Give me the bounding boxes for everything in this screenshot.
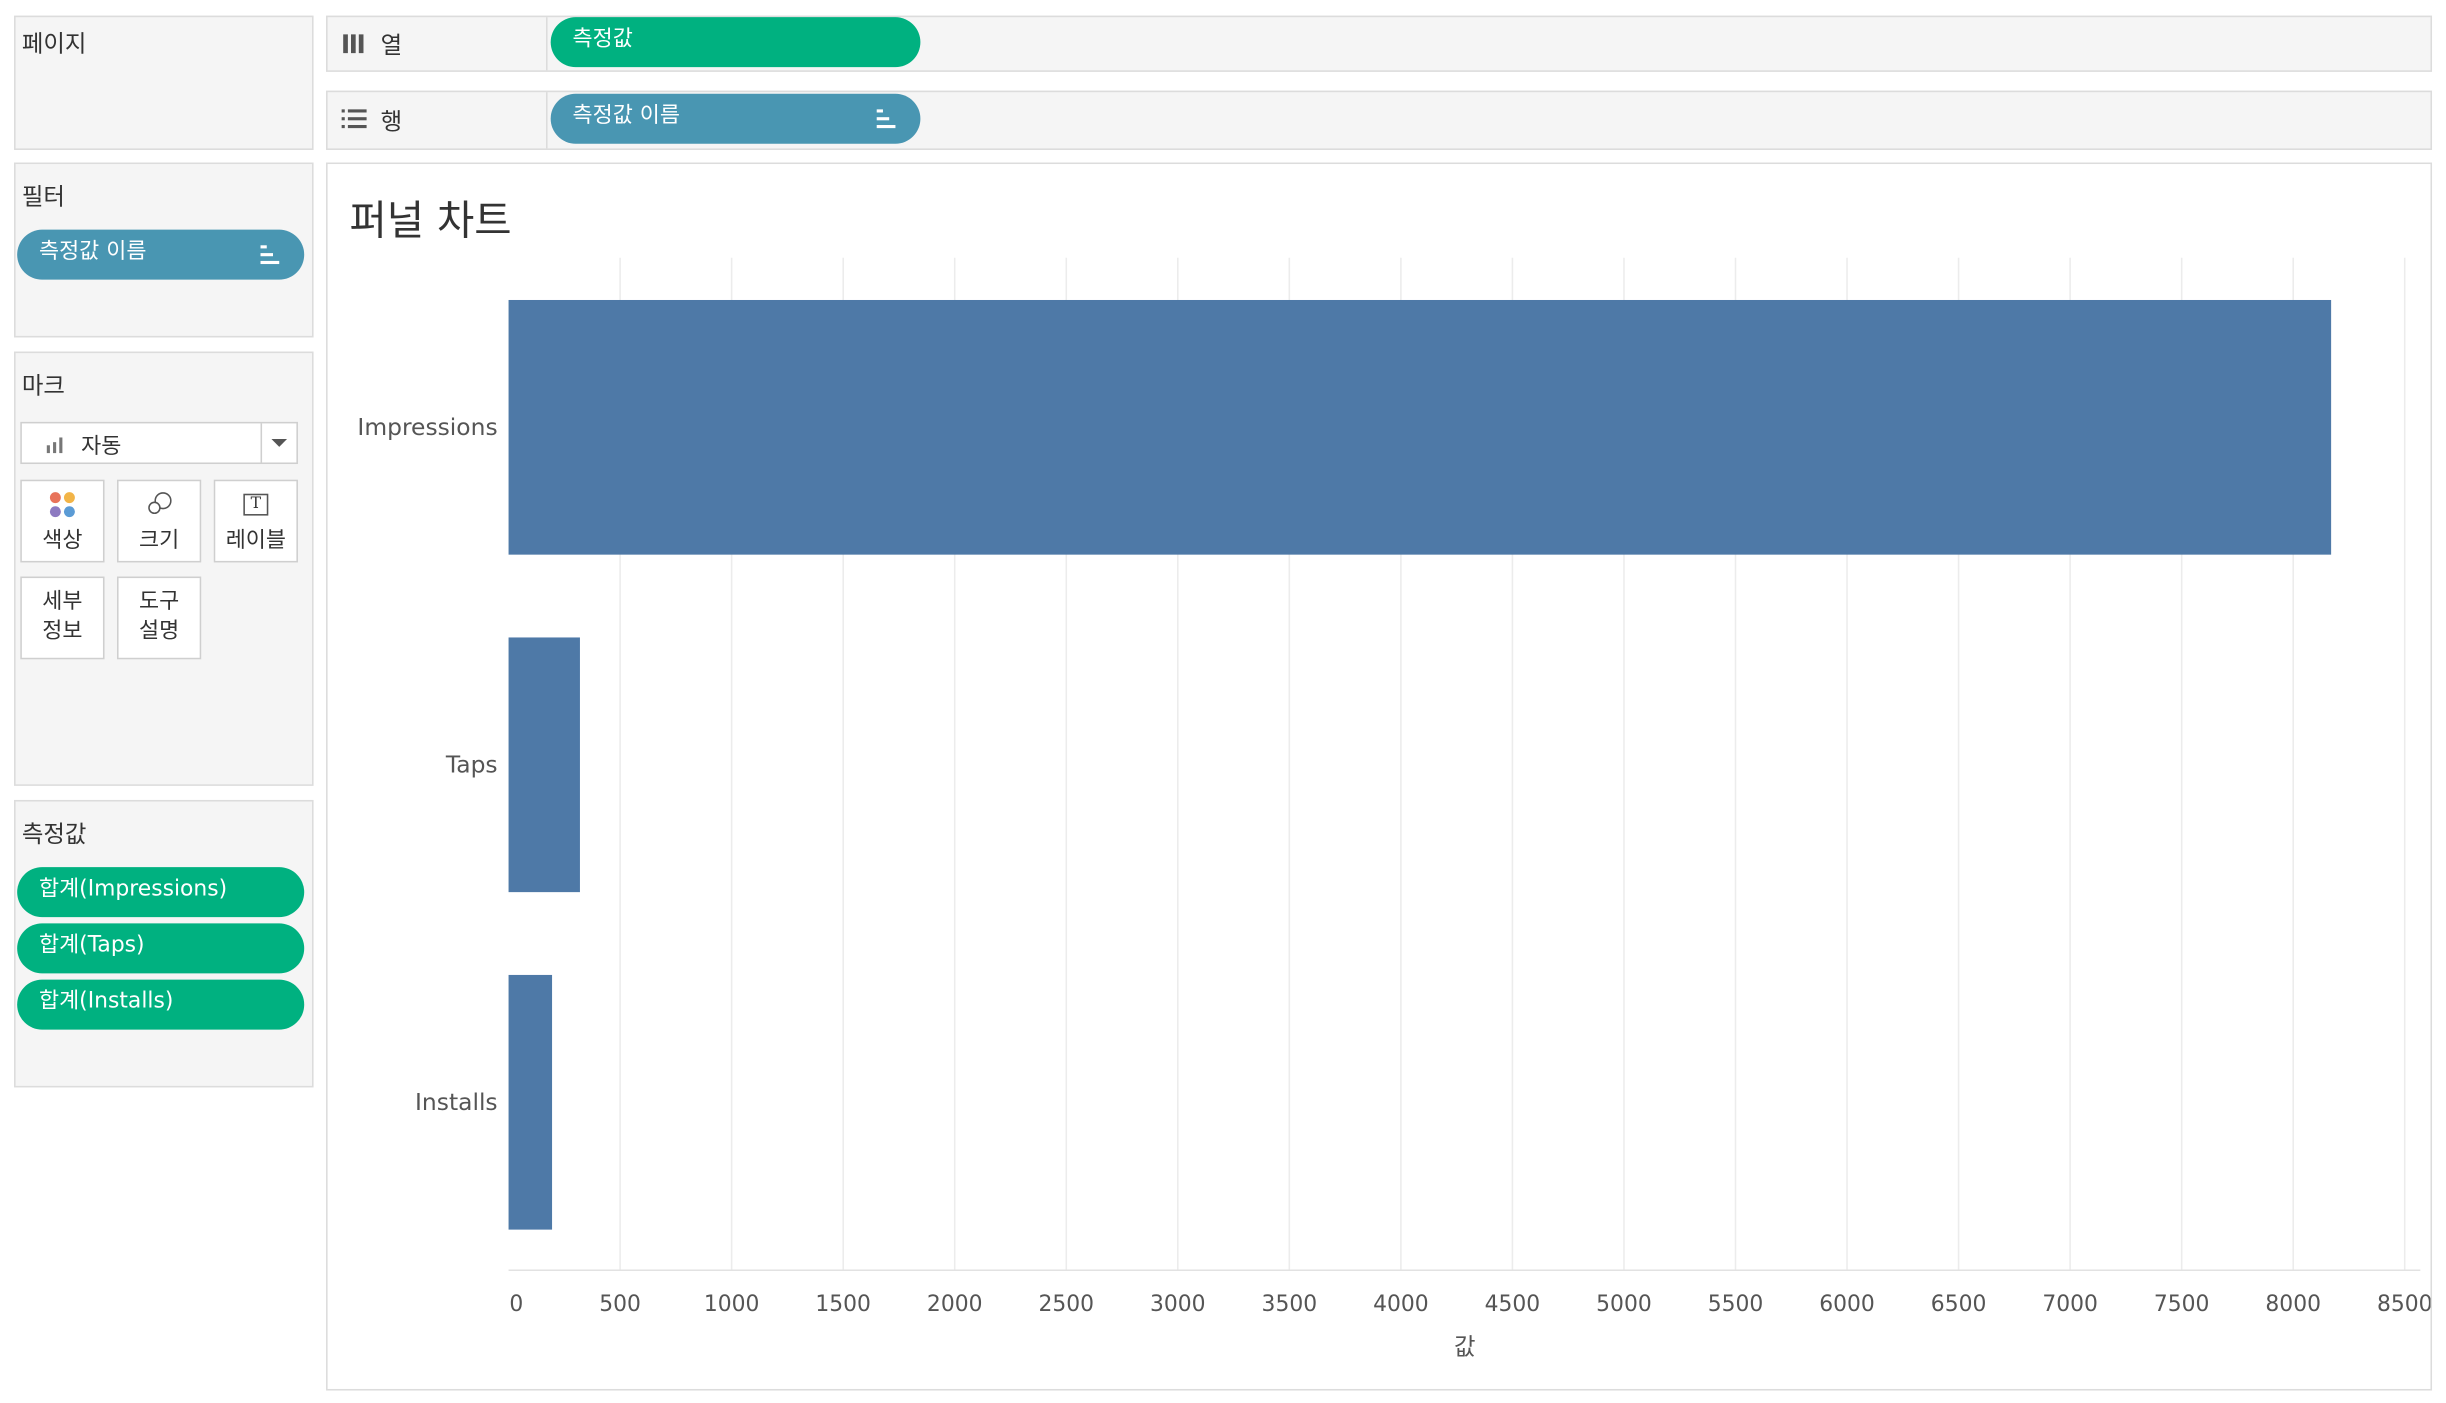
rows-pill-measure-names[interactable]: 측정값 이름 xyxy=(550,93,921,144)
tooltip-button[interactable]: 도구 설명 xyxy=(116,576,202,660)
x-tick-label: 4000 xyxy=(1373,1292,1429,1317)
bar-installs xyxy=(508,974,553,1230)
x-tick-label: 0 xyxy=(509,1292,523,1317)
columns-icon xyxy=(343,31,365,54)
rows-shelf[interactable]: 행 측정값 이름 xyxy=(326,90,2433,150)
bar-chart-icon xyxy=(46,437,66,454)
mark-type-label: 자동 xyxy=(81,434,122,460)
filters-panel[interactable]: 필터 측정값 이름 xyxy=(14,162,314,338)
label-button-label: 레이블 xyxy=(225,528,286,554)
measure-values-title: 측정값 xyxy=(21,820,87,849)
x-tick-label: 7500 xyxy=(2154,1292,2210,1317)
chart-title: 퍼널 차트 xyxy=(349,198,512,246)
measure-pill-impressions[interactable]: 합계(Impressions) xyxy=(17,867,305,918)
marks-panel: 마크 xyxy=(14,351,314,786)
detail-button[interactable]: 세부 정보 xyxy=(20,576,105,660)
detail-button-label: 세부 정보 xyxy=(22,587,103,646)
rows-icon xyxy=(341,109,367,129)
sort-icon xyxy=(876,109,896,129)
measure-pill-label: 합계(Taps) xyxy=(39,932,145,958)
chevron-down-icon[interactable] xyxy=(260,423,297,463)
size-icon xyxy=(148,492,173,517)
measure-pill-installs[interactable]: 합계(Installs) xyxy=(17,979,305,1030)
x-axis-title: 값 xyxy=(1454,1333,1476,1361)
x-tick-label: 4500 xyxy=(1485,1292,1541,1317)
filter-pill-measure-names[interactable]: 측정값 이름 xyxy=(17,229,305,280)
x-tick-label: 3000 xyxy=(1150,1292,1206,1317)
funnel-bar-chart[interactable]: Impressions Taps Installs 0 500 1000 1500 2000… xyxy=(328,164,2431,1389)
bars xyxy=(508,299,2332,1230)
measure-pill-label: 합계(Impressions) xyxy=(39,876,228,902)
filters-panel-title: 필터 xyxy=(21,182,65,211)
color-button[interactable]: 색상 xyxy=(20,479,105,563)
x-tick-labels: 0 500 1000 1500 2000 2500 3000 3500 4000 4500 5000… xyxy=(509,1292,2430,1317)
pages-panel-title: 페이지 xyxy=(21,29,87,58)
columns-shelf[interactable]: 열 측정값 xyxy=(326,15,2433,72)
category-label: Impressions xyxy=(357,413,497,441)
x-tick-label: 3500 xyxy=(1262,1292,1318,1317)
marks-panel-title: 마크 xyxy=(21,371,65,400)
x-tick-label: 8000 xyxy=(2265,1292,2321,1317)
x-tick-label: 5000 xyxy=(1596,1292,1652,1317)
x-tick-label: 6500 xyxy=(1931,1292,1987,1317)
color-button-label: 색상 xyxy=(42,528,83,554)
columns-pill-measure-values[interactable]: 측정값 xyxy=(550,17,921,68)
x-tick-label: 6000 xyxy=(1819,1292,1875,1317)
rows-pill-label: 측정값 이름 xyxy=(572,103,680,129)
columns-pill-label: 측정값 xyxy=(572,26,633,52)
x-tick-label: 1000 xyxy=(704,1292,760,1317)
x-tick-label: 1500 xyxy=(815,1292,871,1317)
x-tick-label: 2000 xyxy=(927,1292,983,1317)
rows-shelf-label: 행 xyxy=(328,92,548,149)
measure-pill-taps[interactable]: 합계(Taps) xyxy=(17,923,305,974)
tooltip-label-line2: 설명 xyxy=(139,618,180,644)
x-tick-label: 500 xyxy=(599,1292,641,1317)
detail-label-line1: 세부 xyxy=(42,589,83,615)
columns-label: 열 xyxy=(380,31,403,60)
category-labels: Impressions Taps Installs xyxy=(357,413,497,1116)
size-button-label: 크기 xyxy=(139,528,180,554)
x-tick-label: 7000 xyxy=(2042,1292,2098,1317)
mark-type-dropdown[interactable]: 자동 xyxy=(20,421,298,465)
filter-pill-label: 측정값 이름 xyxy=(39,239,147,265)
size-button[interactable]: 크기 xyxy=(116,479,202,563)
tooltip-label-line1: 도구 xyxy=(139,589,180,615)
bar-impressions xyxy=(508,299,2332,555)
measure-pill-label: 합계(Installs) xyxy=(39,988,174,1014)
text-label-icon: T xyxy=(243,493,269,516)
detail-label-line2: 정보 xyxy=(42,618,83,644)
measure-values-panel: 측정값 합계(Impressions) 합계(Taps) 합계(Installs… xyxy=(14,799,314,1088)
chart-view[interactable]: 퍼널 차트 Impressions Taps Installs 0 500 1000 15… xyxy=(326,162,2433,1391)
x-tick-label: 5500 xyxy=(1708,1292,1764,1317)
category-label: Installs xyxy=(415,1088,498,1116)
label-button[interactable]: T 레이블 xyxy=(213,479,298,563)
color-icon xyxy=(49,492,78,520)
columns-shelf-label: 열 xyxy=(328,17,548,71)
tooltip-button-label: 도구 설명 xyxy=(119,587,200,646)
rows-label: 행 xyxy=(380,107,403,136)
pages-panel[interactable]: 페이지 xyxy=(14,15,314,150)
category-label: Taps xyxy=(445,751,498,779)
x-tick-label: 2500 xyxy=(1038,1292,1094,1317)
bar-taps xyxy=(508,637,580,893)
sort-icon xyxy=(260,245,280,265)
x-tick-label: 8500 xyxy=(2377,1292,2431,1317)
